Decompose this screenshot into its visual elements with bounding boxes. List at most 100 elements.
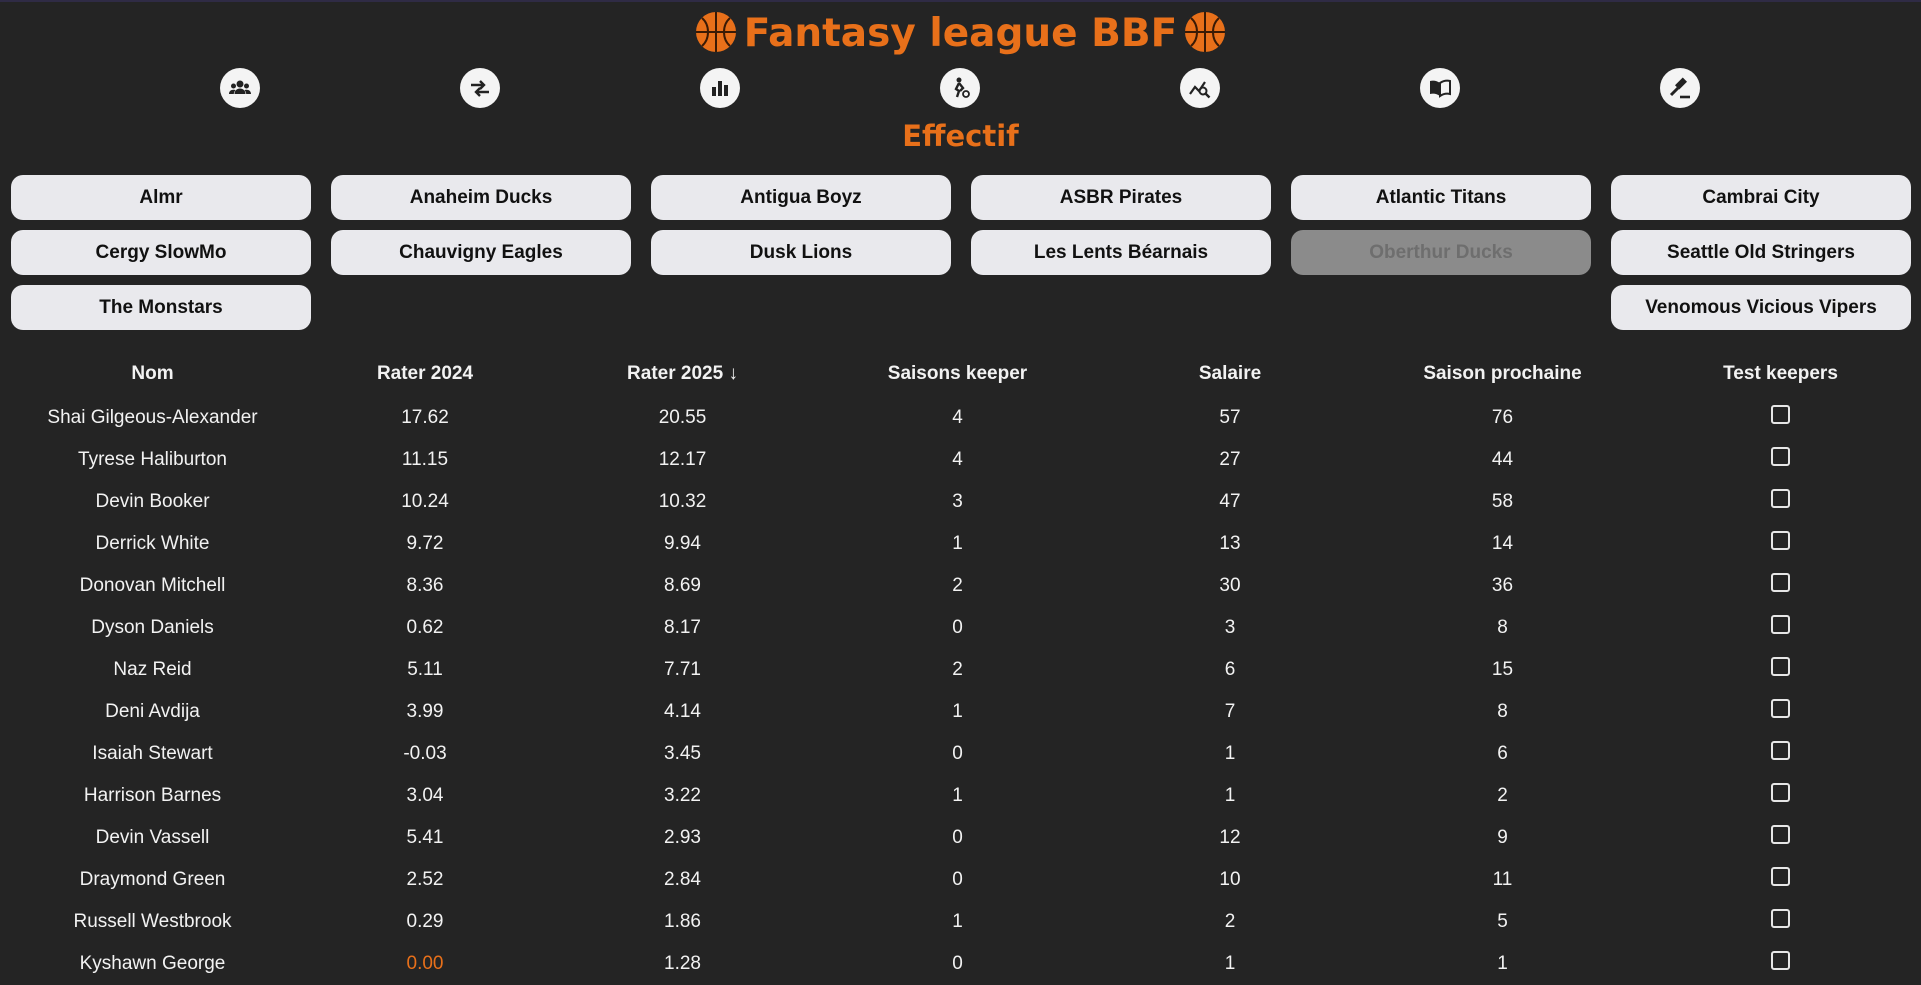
column-header-test-keepers[interactable]: Test keepers bbox=[1723, 362, 1838, 384]
team-button-chauvigny-eagles[interactable]: Chauvigny Eagles bbox=[331, 230, 631, 275]
player-name-cell: Tyrese Haliburton bbox=[78, 449, 227, 470]
trade-arrows-icon[interactable] bbox=[460, 68, 500, 108]
salaire-cell: 47 bbox=[1219, 491, 1241, 512]
player-name-cell: Naz Reid bbox=[113, 659, 192, 680]
team-button-atlantic-titans[interactable]: Atlantic Titans bbox=[1291, 175, 1591, 220]
test-keeper-checkbox[interactable] bbox=[1771, 405, 1790, 425]
rater-2025-cell: 3.45 bbox=[664, 743, 701, 764]
users-group-icon[interactable] bbox=[220, 68, 260, 108]
test-keeper-checkbox[interactable] bbox=[1771, 657, 1790, 677]
test-keeper-checkbox[interactable] bbox=[1771, 783, 1790, 803]
column-header-rater-2024[interactable]: Rater 2024 bbox=[376, 362, 474, 384]
table-row: Draymond Green 2.52 2.84 0 10 11 bbox=[0, 859, 1921, 901]
test-keeper-cell bbox=[1640, 607, 1921, 649]
test-keeper-cell bbox=[1640, 859, 1921, 901]
bar-chart-icon[interactable] bbox=[700, 68, 740, 108]
team-button-anaheim-ducks[interactable]: Anaheim Ducks bbox=[331, 175, 631, 220]
player-name-cell: Isaiah Stewart bbox=[92, 743, 213, 764]
test-keeper-checkbox[interactable] bbox=[1771, 951, 1790, 971]
column-header-rater-2025[interactable]: Rater 2025 ↓ bbox=[627, 362, 738, 384]
saison-prochaine-cell: 58 bbox=[1491, 491, 1514, 512]
test-keeper-checkbox[interactable] bbox=[1771, 531, 1790, 551]
test-keeper-checkbox[interactable] bbox=[1771, 867, 1790, 887]
player-name-cell: Dyson Daniels bbox=[91, 617, 214, 638]
test-keeper-checkbox[interactable] bbox=[1771, 699, 1790, 719]
saison-prochaine-cell: 1 bbox=[1497, 953, 1508, 974]
rater-2025-cell: 12.17 bbox=[658, 449, 707, 470]
player-name-cell: Harrison Barnes bbox=[83, 785, 222, 806]
chart-search-icon[interactable] bbox=[1180, 68, 1220, 108]
rater-2024-cell: 17.62 bbox=[401, 407, 449, 428]
rater-2024-cell: 3.04 bbox=[406, 785, 444, 806]
team-button-almr[interactable]: Almr bbox=[11, 175, 311, 220]
test-keeper-checkbox[interactable] bbox=[1771, 741, 1790, 761]
table-header-row: Nom Rater 2024 Rater 2025 ↓ Saisons keep… bbox=[0, 350, 1921, 397]
player-name-cell: Shai Gilgeous-Alexander bbox=[47, 407, 258, 428]
team-button-venomous-vicious-vipers[interactable]: Venomous Vicious Vipers bbox=[1611, 285, 1911, 330]
team-button-les-lents-bearnais[interactable]: Les Lents Béarnais bbox=[971, 230, 1271, 275]
test-keeper-cell bbox=[1640, 397, 1921, 439]
player-name-cell: Russell Westbrook bbox=[73, 911, 232, 932]
test-keeper-cell bbox=[1640, 523, 1921, 565]
rater-2024-cell: 9.72 bbox=[406, 533, 444, 554]
column-header-salaire[interactable]: Salaire bbox=[1198, 362, 1262, 384]
saison-prochaine-cell: 6 bbox=[1497, 743, 1508, 764]
rater-2024-cell: 2.52 bbox=[406, 869, 444, 890]
column-header-nom[interactable]: Nom bbox=[131, 362, 174, 384]
rater-2025-cell: 4.14 bbox=[664, 701, 701, 722]
app-title: Fantasy league BBF bbox=[743, 11, 1178, 56]
book-open-icon[interactable] bbox=[1420, 68, 1460, 108]
test-keeper-checkbox[interactable] bbox=[1771, 447, 1790, 467]
saisons-keeper-cell: 0 bbox=[952, 953, 963, 974]
team-button-antigua-boyz[interactable]: Antigua Boyz bbox=[651, 175, 951, 220]
salaire-cell: 6 bbox=[1224, 659, 1236, 680]
gavel-icon[interactable] bbox=[1660, 68, 1700, 108]
rater-2025-cell: 20.55 bbox=[658, 407, 707, 428]
team-button-dusk-lions[interactable]: Dusk Lions bbox=[651, 230, 951, 275]
salaire-cell: 30 bbox=[1219, 575, 1241, 596]
salaire-cell: 57 bbox=[1219, 407, 1241, 428]
saison-prochaine-cell: 14 bbox=[1491, 533, 1514, 554]
table-row: Isaiah Stewart -0.03 3.45 0 1 6 bbox=[0, 733, 1921, 775]
test-keeper-checkbox[interactable] bbox=[1771, 573, 1790, 593]
test-keeper-cell bbox=[1640, 691, 1921, 733]
player-name-cell: Donovan Mitchell bbox=[79, 575, 226, 596]
salaire-cell: 12 bbox=[1219, 827, 1241, 848]
test-keeper-checkbox[interactable] bbox=[1771, 825, 1790, 845]
saisons-keeper-cell: 4 bbox=[952, 407, 963, 428]
team-button-seattle-old-stringers[interactable]: Seattle Old Stringers bbox=[1611, 230, 1911, 275]
basketball-icon bbox=[1183, 10, 1227, 70]
salaire-cell: 1 bbox=[1224, 785, 1236, 806]
column-header-saison-prochaine[interactable]: Saison prochaine bbox=[1423, 362, 1582, 384]
table-row: Harrison Barnes 3.04 3.22 1 1 2 bbox=[0, 775, 1921, 817]
rater-2024-cell: 0.00 bbox=[406, 953, 444, 974]
team-button-asbr-pirates[interactable]: ASBR Pirates bbox=[971, 175, 1271, 220]
saisons-keeper-cell: 1 bbox=[952, 785, 963, 806]
saison-prochaine-cell: 2 bbox=[1497, 785, 1508, 806]
table-row: Derrick White 9.72 9.94 1 13 14 bbox=[0, 523, 1921, 565]
saisons-keeper-cell: 4 bbox=[952, 449, 963, 470]
saisons-keeper-cell: 0 bbox=[952, 743, 963, 764]
saisons-keeper-cell: 2 bbox=[952, 659, 963, 680]
rater-2025-cell: 8.69 bbox=[664, 575, 701, 596]
table-row: Devin Booker 10.24 10.32 3 47 58 bbox=[0, 481, 1921, 523]
table-row: Russell Westbrook 0.29 1.86 1 2 5 bbox=[0, 901, 1921, 943]
rater-2024-cell: 10.24 bbox=[401, 491, 449, 512]
test-keeper-checkbox[interactable] bbox=[1771, 909, 1790, 929]
player-name-cell: Devin Vassell bbox=[95, 827, 210, 848]
salaire-cell: 7 bbox=[1224, 701, 1236, 722]
rater-2024-cell: -0.03 bbox=[403, 743, 447, 764]
test-keeper-checkbox[interactable] bbox=[1771, 489, 1790, 509]
rater-2024-cell: 5.41 bbox=[406, 827, 444, 848]
table-row: Naz Reid 5.11 7.71 2 6 15 bbox=[0, 649, 1921, 691]
test-keeper-cell bbox=[1640, 649, 1921, 691]
team-button-cergy-slowmo[interactable]: Cergy SlowMo bbox=[11, 230, 311, 275]
rater-2024-cell: 5.11 bbox=[407, 659, 443, 680]
test-keeper-checkbox[interactable] bbox=[1771, 615, 1790, 635]
player-dribble-icon[interactable] bbox=[940, 68, 980, 108]
column-header-saisons-keeper[interactable]: Saisons keeper bbox=[887, 362, 1028, 384]
team-button-the-monstars[interactable]: The Monstars bbox=[11, 285, 311, 330]
test-keeper-cell bbox=[1640, 901, 1921, 943]
team-button-oberthur-ducks-selected[interactable]: Oberthur Ducks bbox=[1291, 230, 1591, 275]
team-button-cambrai-city[interactable]: Cambrai City bbox=[1611, 175, 1911, 220]
